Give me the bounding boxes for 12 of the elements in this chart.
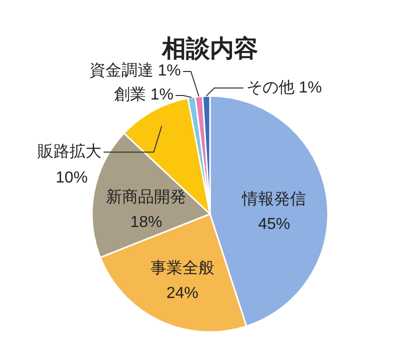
data-label: 24% <box>166 284 198 302</box>
slice-label: 創業 1% <box>114 86 174 104</box>
slice-label: 新商品開発 <box>106 188 186 206</box>
slice-label: その他 1% <box>246 79 322 96</box>
data-label: 10% <box>56 169 88 186</box>
data-label: 18% <box>130 214 162 232</box>
slice-label: 販路拡大 <box>38 142 102 160</box>
slice-label: 事業全般 <box>150 258 214 277</box>
chart-title: 相談内容 <box>161 35 258 62</box>
slice-label: 情報発信 <box>241 190 306 208</box>
slice-label: 資金調達 1% <box>89 62 181 80</box>
data-label: 45% <box>258 216 290 234</box>
